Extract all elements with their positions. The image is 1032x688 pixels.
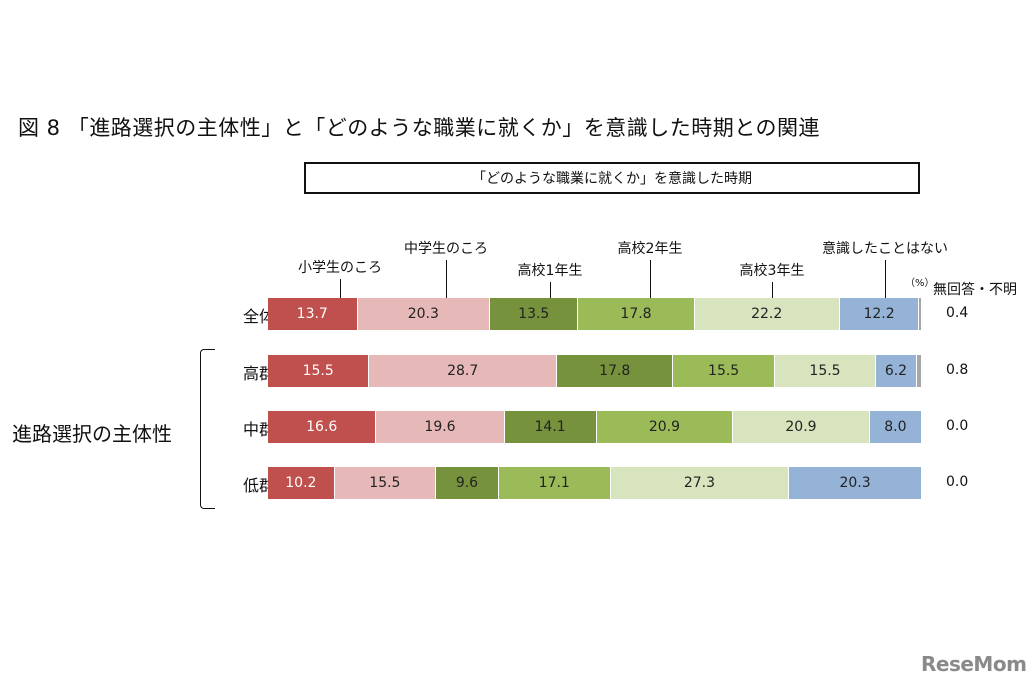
legend-label: 中学生のころ [404, 241, 488, 257]
leader-line [650, 260, 651, 306]
bar-segment: 10.2 [268, 467, 335, 499]
legend-label: 高校1年生 [517, 263, 583, 279]
bar-segment: 13.7 [268, 298, 358, 330]
no-response-value: 0.4 [946, 305, 969, 321]
bar-segment [919, 298, 922, 330]
bar-segment: 15.5 [334, 467, 437, 499]
bar-segment: 6.2 [876, 355, 917, 387]
no-response-value: 0.8 [946, 362, 969, 378]
bar-segment: 15.5 [268, 355, 370, 387]
stacked-bar: 16.6 19.6 14.1 20.9 20.9 8.0 [268, 411, 923, 443]
chart-title: 図 8 「進路選択の主体性」と「どのような職業に就くか」を意識した時期との関連 [18, 116, 820, 140]
subtitle-box: 「どのような職業に就くか」を意識した時期 [304, 162, 920, 194]
legend-label: 高校2年生 [617, 241, 683, 257]
leader-line [550, 282, 551, 306]
group-bracket [200, 349, 215, 509]
bar-segment [916, 355, 922, 387]
leader-line [772, 282, 773, 306]
subtitle: 「どのような職業に就くか」を意識した時期 [472, 171, 752, 187]
unit-label: （%） [905, 278, 935, 289]
row-label: 全体 [243, 307, 276, 326]
row-label: 低群 [243, 476, 276, 495]
bar-segment: 14.1 [504, 411, 597, 443]
legend-label: 高校3年生 [739, 263, 805, 279]
no-response-header: 無回答・不明 [933, 282, 1017, 298]
bar-segment: 15.5 [774, 355, 877, 387]
bar-segment: 20.3 [789, 467, 922, 499]
stacked-bar: 13.7 20.3 13.5 17.8 22.2 12.2 [268, 298, 922, 330]
bar-segment: 27.3 [610, 467, 790, 499]
bar-segment: 15.5 [673, 355, 775, 387]
bar-segment: 19.6 [376, 411, 505, 443]
bar-segment: 16.6 [268, 411, 377, 443]
no-response-value: 0.0 [946, 418, 969, 434]
stacked-bar: 15.5 28.7 17.8 15.5 15.5 6.2 [268, 355, 922, 387]
bar-segment: 28.7 [369, 355, 558, 387]
logo: ReseMom [921, 652, 1027, 676]
legend-label: 小学生のころ [298, 260, 382, 276]
leader-line [340, 279, 341, 306]
bar-segment: 9.6 [436, 467, 499, 499]
bar-segment: 22.2 [694, 298, 840, 330]
stacked-bar: 10.2 15.5 9.6 17.1 27.3 20.3 [268, 467, 922, 499]
row-label: 高群 [243, 364, 276, 383]
leader-line [885, 260, 886, 306]
bar-segment: 13.5 [490, 298, 579, 330]
bar-segment: 12.2 [839, 298, 920, 330]
bar-segment: 17.8 [557, 355, 674, 387]
legend-label: 意識したことはない [822, 241, 948, 257]
no-response-value: 0.0 [946, 474, 969, 490]
group-label: 進路選択の主体性 [12, 422, 172, 446]
bar-segment: 17.8 [578, 298, 695, 330]
bar-segment: 17.1 [498, 467, 611, 499]
bar-segment: 20.9 [596, 411, 734, 443]
leader-line [446, 260, 447, 306]
bar-segment: 8.0 [869, 411, 923, 443]
bar-segment: 20.3 [357, 298, 491, 330]
bar-segment: 20.9 [733, 411, 870, 443]
row-label: 中群 [243, 420, 276, 439]
